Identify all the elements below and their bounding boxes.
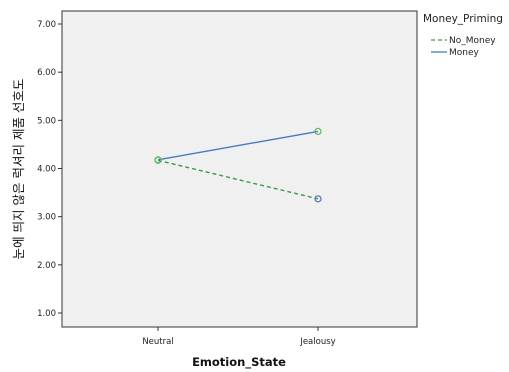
data-point-no-money-jealousy [314, 195, 322, 203]
y-axis-title: 눈에 띄지 않은 럭셔리 제품 선호도 [11, 79, 26, 260]
data-point-money-neutral [154, 156, 162, 164]
x-axis: Neutral Jealousy [142, 327, 336, 347]
plot-area [61, 10, 418, 328]
y-tick-label: 6.00 [37, 68, 56, 78]
x-axis-title: Emotion_State [192, 355, 286, 370]
y-tick-label: 7.00 [37, 20, 56, 30]
x-tick-label: Neutral [142, 337, 173, 347]
legend: Money_Priming No_Money Money [423, 13, 503, 58]
series-points [154, 127, 322, 203]
series-lines [157, 130, 319, 200]
legend-label-money: Money [449, 48, 480, 58]
y-tick-label: 5.00 [37, 116, 56, 126]
x-tick-label: Jealousy [299, 337, 335, 347]
series-line-money [157, 130, 319, 161]
y-tick-label: 4.00 [37, 165, 56, 175]
y-tick-label: 3.00 [37, 213, 56, 223]
data-point-money-jealousy [314, 127, 322, 136]
y-tick-label: 2.00 [37, 261, 56, 271]
legend-label-no-money: No_Money [449, 36, 496, 46]
legend-title: Money_Priming [423, 13, 503, 25]
y-tick-label: 1.00 [37, 309, 56, 319]
y-axis: 1.00 2.00 3.00 4.00 5.00 6.00 7.00 [37, 20, 62, 319]
